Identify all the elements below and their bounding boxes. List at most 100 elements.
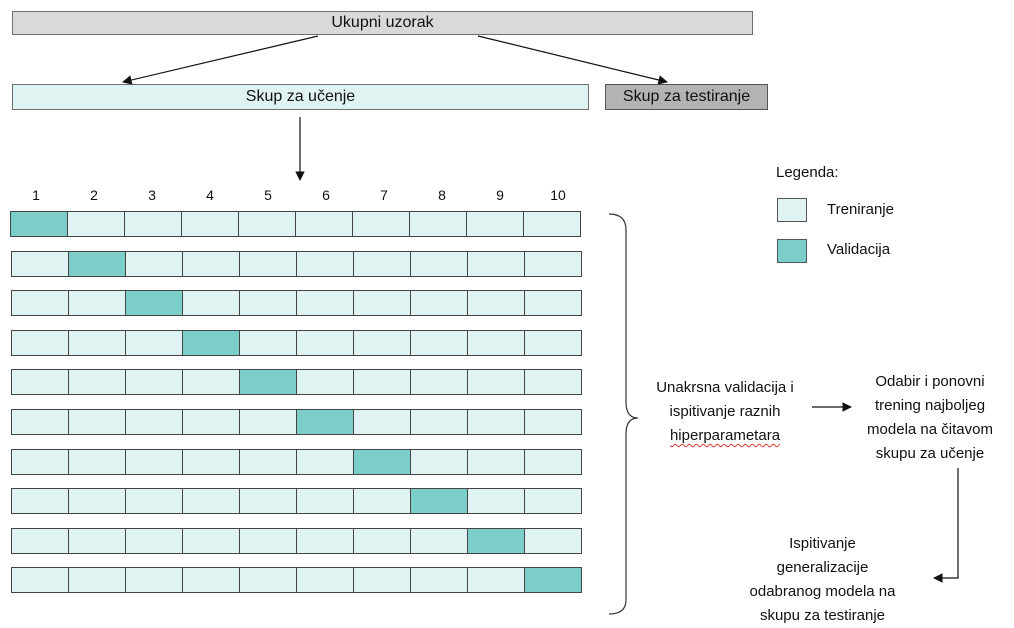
training-cell bbox=[353, 251, 411, 277]
training-cell bbox=[68, 528, 126, 554]
training-cell bbox=[11, 369, 69, 395]
training-cell bbox=[68, 290, 126, 316]
training-cell bbox=[125, 567, 183, 593]
training-cell bbox=[352, 211, 410, 237]
validation-cell bbox=[467, 528, 525, 554]
training-cell bbox=[67, 211, 125, 237]
training-cell bbox=[524, 251, 582, 277]
training-cell bbox=[296, 567, 354, 593]
fold-number: 7 bbox=[380, 187, 388, 203]
training-cell bbox=[467, 369, 525, 395]
fold-row bbox=[10, 211, 581, 237]
training-cell bbox=[182, 567, 240, 593]
training-cell bbox=[239, 251, 297, 277]
legend-label-validation: Validacija bbox=[827, 241, 891, 258]
validation-cell bbox=[353, 449, 411, 475]
training-cell bbox=[524, 369, 582, 395]
training-cell bbox=[11, 290, 69, 316]
fold-number: 10 bbox=[550, 187, 566, 203]
cross-validation-text: Unakrsna validacija i ispitivanje raznih… bbox=[656, 379, 794, 444]
retrain-best-model-text: Odabir i ponovni trening najboljeg model… bbox=[867, 373, 993, 462]
arrow-retrain-to-generalization bbox=[933, 468, 959, 583]
fold-number: 3 bbox=[148, 187, 156, 203]
training-cell bbox=[467, 449, 525, 475]
test-set-label: Skup za testiranje bbox=[622, 88, 751, 105]
training-cell bbox=[239, 290, 297, 316]
training-cell bbox=[467, 409, 525, 435]
legend-label-training: Treniranje bbox=[827, 201, 894, 218]
training-cell bbox=[353, 330, 411, 356]
training-cell bbox=[11, 567, 69, 593]
training-cell bbox=[296, 330, 354, 356]
training-cell bbox=[125, 449, 183, 475]
training-cell bbox=[353, 488, 411, 514]
training-cell bbox=[353, 369, 411, 395]
fold-row bbox=[11, 369, 582, 395]
training-cell bbox=[296, 369, 354, 395]
training-cell bbox=[125, 488, 183, 514]
training-cell bbox=[239, 449, 297, 475]
training-cell bbox=[182, 528, 240, 554]
training-cell bbox=[182, 251, 240, 277]
fold-number: 4 bbox=[206, 187, 214, 203]
total-sample-label: Ukupni uzorak bbox=[331, 14, 434, 31]
training-cell bbox=[239, 488, 297, 514]
training-cell bbox=[409, 211, 467, 237]
training-cell bbox=[524, 330, 582, 356]
training-cell bbox=[181, 211, 239, 237]
training-cell bbox=[68, 449, 126, 475]
training-set-box: Skup za učenje bbox=[12, 84, 589, 110]
training-cell bbox=[11, 409, 69, 435]
fold-number: 1 bbox=[32, 187, 40, 203]
test-set-box: Skup za testiranje bbox=[605, 84, 768, 110]
training-cell bbox=[296, 251, 354, 277]
fold-row bbox=[11, 290, 582, 316]
fold-row bbox=[11, 251, 582, 277]
arrow-total-to-test bbox=[477, 35, 668, 85]
training-cell bbox=[11, 449, 69, 475]
legend-swatch-training bbox=[777, 198, 807, 222]
training-cell bbox=[524, 488, 582, 514]
legend-title: Legenda: bbox=[776, 164, 839, 181]
training-cell bbox=[182, 488, 240, 514]
validation-cell bbox=[296, 409, 354, 435]
training-cell bbox=[239, 330, 297, 356]
training-cell bbox=[68, 488, 126, 514]
fold-number: 5 bbox=[264, 187, 272, 203]
training-cell bbox=[410, 369, 468, 395]
total-sample-box: Ukupni uzorak bbox=[12, 11, 753, 35]
training-cell bbox=[68, 330, 126, 356]
training-cell bbox=[11, 528, 69, 554]
fold-number: 6 bbox=[322, 187, 330, 203]
training-cell bbox=[68, 369, 126, 395]
fold-number: 8 bbox=[438, 187, 446, 203]
fold-row bbox=[11, 409, 582, 435]
training-cell bbox=[410, 449, 468, 475]
training-cell bbox=[239, 528, 297, 554]
training-cell bbox=[124, 211, 182, 237]
training-cell bbox=[353, 409, 411, 435]
training-cell bbox=[296, 290, 354, 316]
training-cell bbox=[467, 290, 525, 316]
training-cell bbox=[524, 290, 582, 316]
validation-cell bbox=[410, 488, 468, 514]
validation-cell bbox=[125, 290, 183, 316]
training-cell bbox=[11, 488, 69, 514]
training-cell bbox=[410, 251, 468, 277]
training-cell bbox=[125, 251, 183, 277]
training-cell bbox=[467, 488, 525, 514]
validation-cell bbox=[239, 369, 297, 395]
training-cell bbox=[410, 290, 468, 316]
training-cell bbox=[68, 567, 126, 593]
training-cell bbox=[410, 528, 468, 554]
legend-swatch-validation bbox=[777, 239, 807, 263]
training-cell bbox=[410, 409, 468, 435]
training-cell bbox=[182, 369, 240, 395]
training-cell bbox=[466, 211, 524, 237]
training-cell bbox=[353, 290, 411, 316]
training-cell bbox=[295, 211, 353, 237]
training-cell bbox=[68, 409, 126, 435]
training-cell bbox=[182, 449, 240, 475]
training-cell bbox=[125, 369, 183, 395]
training-cell bbox=[182, 409, 240, 435]
